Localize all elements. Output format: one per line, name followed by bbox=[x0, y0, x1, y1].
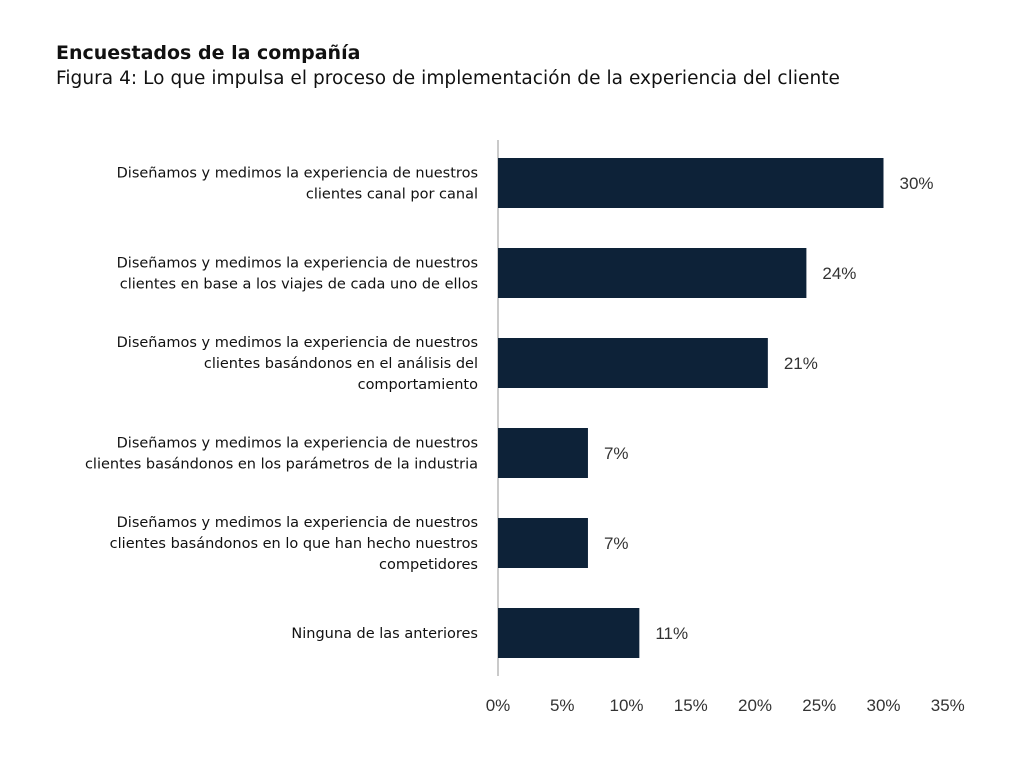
category-label-5: Diseñamos y medimos la experiencia de nu… bbox=[110, 515, 478, 573]
value-label-5: 7% bbox=[604, 534, 629, 553]
bar-1 bbox=[498, 158, 884, 208]
x-tick-label-30: 30% bbox=[866, 696, 900, 715]
category-label-6: Ninguna de las anteriores bbox=[291, 626, 478, 642]
chart-header: Encuestados de la compañía Figura 4: Lo … bbox=[56, 40, 840, 92]
x-tick-label-0: 0% bbox=[486, 696, 511, 715]
chart-subtitle: Figura 4: Lo que impulsa el proceso de i… bbox=[56, 68, 840, 89]
bar-3 bbox=[498, 338, 768, 388]
value-label-3: 21% bbox=[784, 354, 818, 373]
x-tick-label-5: 5% bbox=[550, 696, 575, 715]
category-label-2: Diseñamos y medimos la experiencia de nu… bbox=[117, 256, 478, 293]
bar-6 bbox=[498, 608, 640, 658]
category-label-3: Diseñamos y medimos la experiencia de nu… bbox=[117, 335, 478, 393]
x-tick-label-35: 35% bbox=[931, 696, 965, 715]
x-tick-label-15: 15% bbox=[674, 696, 708, 715]
x-tick-label-25: 25% bbox=[802, 696, 836, 715]
x-axis-tick-labels: 0% 5% 10% 15% 20% 25% 30% 35% bbox=[486, 696, 965, 715]
value-label-4: 7% bbox=[604, 444, 629, 463]
x-tick-label-20: 20% bbox=[738, 696, 772, 715]
value-label-2: 24% bbox=[822, 264, 856, 283]
bar-5 bbox=[498, 518, 588, 568]
x-tick-label-10: 10% bbox=[609, 696, 643, 715]
value-label-1: 30% bbox=[900, 174, 934, 193]
bar-2 bbox=[498, 248, 807, 298]
value-label-6: 11% bbox=[655, 624, 688, 643]
chart-title: Encuestados de la compañía bbox=[56, 42, 361, 64]
bars-group bbox=[498, 158, 884, 658]
category-label-1: Diseñamos y medimos la experiencia de nu… bbox=[117, 166, 478, 203]
category-labels: Diseñamos y medimos la experiencia de nu… bbox=[85, 166, 478, 643]
category-label-4: Diseñamos y medimos la experiencia de nu… bbox=[85, 436, 478, 473]
bar-4 bbox=[498, 428, 588, 478]
value-labels: 30% 24% 21% 7% 7% 11% bbox=[604, 174, 934, 643]
